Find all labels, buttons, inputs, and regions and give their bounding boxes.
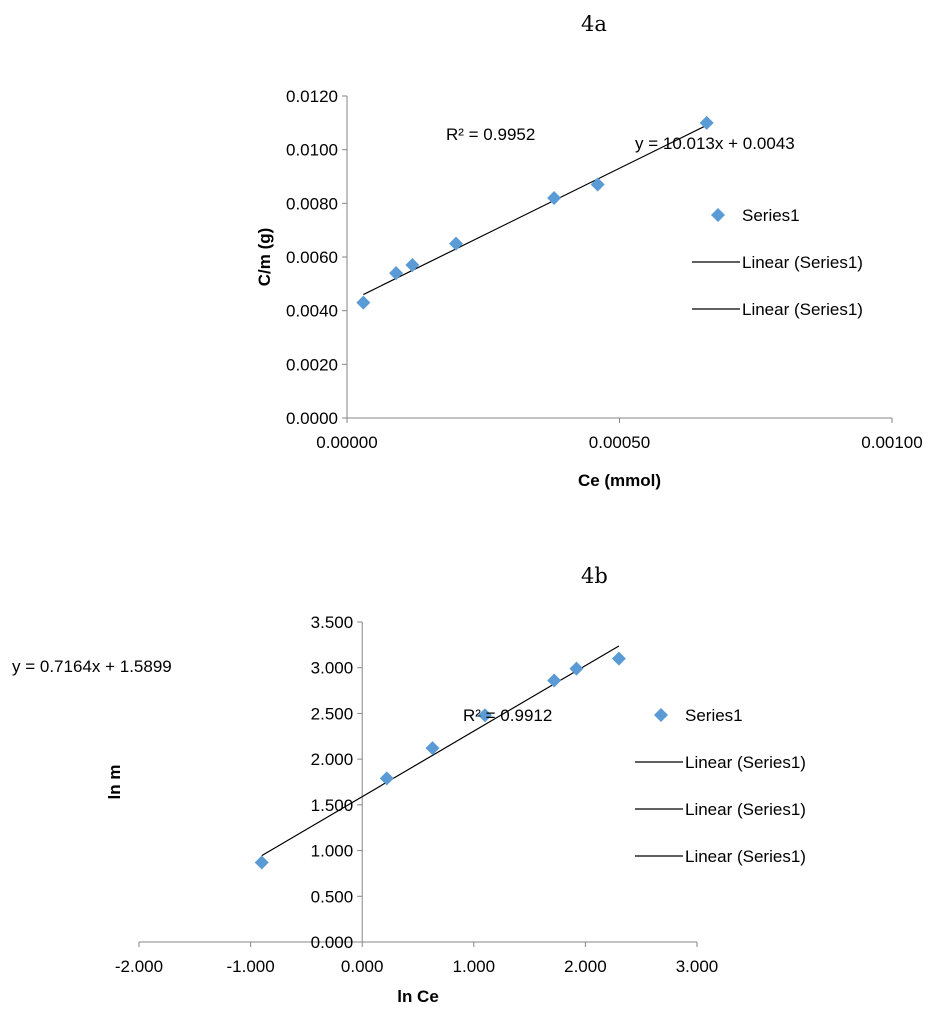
data-point (611, 651, 626, 666)
y-tick-label: 0.0000 (286, 409, 338, 428)
data-point (254, 855, 269, 870)
legend-entry: Series1 (742, 206, 800, 225)
y-tick-label: 2.500 (311, 704, 354, 723)
data-point (477, 708, 492, 723)
legend-entry: Series1 (685, 706, 743, 725)
y-axis-title: C/m (g) (255, 228, 274, 287)
legend-entry: Linear (Series1) (685, 800, 806, 819)
legend-entry: Linear (Series1) (742, 300, 863, 319)
x-tick-label: 0.00000 (316, 433, 377, 452)
x-tick-label: -2.000 (115, 957, 163, 976)
x-tick-label: 0.000 (341, 957, 384, 976)
y-tick-label: 1.500 (311, 796, 354, 815)
trendline (363, 124, 707, 296)
data-point (405, 258, 420, 273)
x-axis-title: ln Ce (397, 987, 439, 1006)
trendline-equation: y = 10.013x + 0.0043 (635, 134, 795, 153)
data-point (547, 190, 562, 205)
y-tick-label: 0.0100 (286, 141, 338, 160)
x-tick-label: 0.00100 (861, 433, 922, 452)
legend-entry: Linear (Series1) (685, 753, 806, 772)
x-tick-label: 0.00050 (589, 433, 650, 452)
r-squared-label: R² = 0.9912 (463, 706, 552, 725)
chart-4a: 0.0000 0.0020 0.0040 0.0060 0.0080 0.0100 0.01… (255, 87, 923, 490)
legend-marker (711, 208, 725, 222)
figure-4b-label: 4b (581, 564, 608, 588)
data-point (699, 115, 714, 130)
data-point (449, 236, 463, 251)
data-point (389, 266, 404, 281)
y-tick-label: 0.0060 (286, 248, 338, 267)
y-tick-label: 0.0040 (286, 302, 338, 321)
y-tick-label: 0.000 (311, 933, 354, 952)
y-tick-label: 3.000 (311, 659, 354, 678)
data-point (356, 295, 371, 310)
x-tick-label: 2.000 (564, 957, 607, 976)
data-point (379, 771, 394, 786)
x-tick-label: -1.000 (226, 957, 274, 976)
data-point (590, 177, 605, 192)
y-tick-label: 0.500 (311, 887, 354, 906)
legend-entry: Linear (Series1) (742, 253, 863, 272)
legend-marker (654, 708, 668, 722)
y-tick-label: 0.0080 (286, 194, 338, 213)
data-point (547, 673, 562, 688)
y-tick-label: 3.500 (311, 613, 354, 632)
y-tick-label: 0.0020 (286, 355, 338, 374)
x-tick-label: 3.000 (676, 957, 719, 976)
figure-4a-label: 4a (581, 12, 607, 36)
legend-entry: Linear (Series1) (685, 847, 806, 866)
r-squared-label: R² = 0.9952 (446, 125, 535, 144)
trendline-equation: y = 0.7164x + 1.5899 (12, 657, 172, 676)
y-axis-title: ln m (105, 765, 124, 800)
y-tick-label: 2.000 (311, 750, 354, 769)
data-point (569, 661, 584, 676)
x-tick-label: 1.000 (453, 957, 496, 976)
y-tick-label: 1.000 (311, 842, 354, 861)
data-point (425, 741, 440, 756)
y-tick-label: 0.0120 (286, 87, 338, 106)
x-axis-title: Ce (mmol) (578, 471, 661, 490)
